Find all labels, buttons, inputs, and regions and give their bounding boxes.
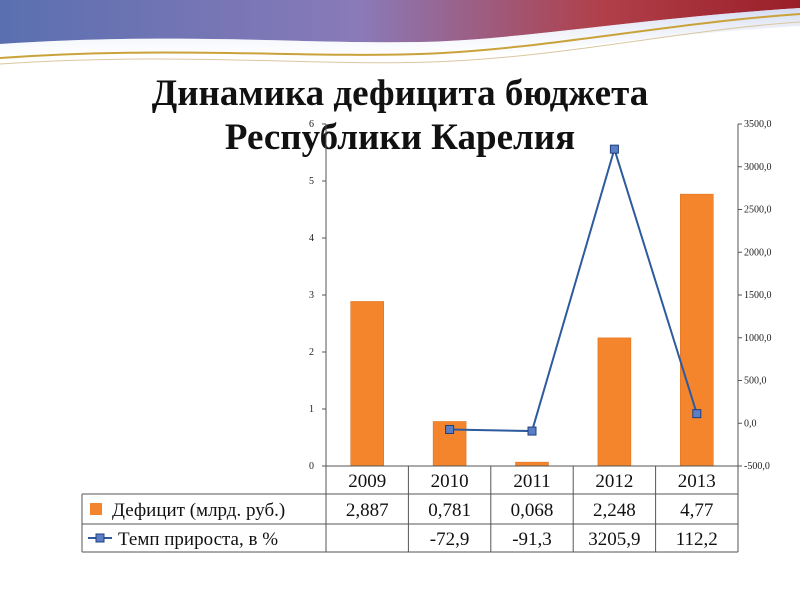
deficit-bar <box>597 337 632 467</box>
data-table: 2009 2010 2011 2012 2013 Дефицит (млрд. руб.)… <box>81 465 739 553</box>
growth-rate-point <box>527 426 537 436</box>
right-axis-tick-label: 3500,0 <box>744 119 772 130</box>
deficit-bar <box>515 461 549 467</box>
deficit-bar <box>350 301 384 467</box>
growth-value-label: -72,9 <box>430 529 470 550</box>
legend-bar-swatch <box>90 503 102 515</box>
left-axis-tick-label: 0 <box>309 461 314 472</box>
deficit-value-label: 2,248 <box>593 500 636 521</box>
slide-title: Динамика дефицита бюджета Республики Кар… <box>60 72 740 160</box>
header-wave-decoration <box>0 0 800 66</box>
category-label: 2013 <box>678 471 716 492</box>
legend-line-marker <box>95 533 105 543</box>
left-axis-tick-label: 4 <box>309 233 314 244</box>
deficit-value-label: 4,77 <box>680 500 713 521</box>
category-label: 2012 <box>595 471 633 492</box>
category-label: 2011 <box>513 471 550 492</box>
deficit-value-label: 0,068 <box>511 500 554 521</box>
growth-value-label: 112,2 <box>676 529 718 550</box>
title-line-2: Республики Карелия <box>224 117 576 158</box>
left-axis-tick-label: 3 <box>309 290 314 301</box>
deficit-value-label: 0,781 <box>428 500 471 521</box>
left-axis-tick-label: 2 <box>309 347 314 358</box>
legend-deficit-label: Дефицит (млрд. руб.) <box>112 500 285 521</box>
left-axis-tick-label: 6 <box>309 119 314 130</box>
right-axis-tick-label: 0,0 <box>744 418 757 429</box>
left-axis-tick-label: 5 <box>309 176 314 187</box>
right-axis-tick-label: 500,0 <box>744 376 767 387</box>
category-label: 2010 <box>431 471 469 492</box>
legend-growth-label: Темп прироста, в % <box>118 529 278 550</box>
left-axis-tick-label: 1 <box>309 404 314 415</box>
growth-rate-point <box>445 424 455 434</box>
right-axis-tick-label: 2000,0 <box>744 247 772 258</box>
title-line-1: Динамика дефицита бюджета <box>151 73 649 114</box>
right-axis-tick-label: 2500,0 <box>744 205 772 216</box>
right-axis-tick-label: 1500,0 <box>744 290 772 301</box>
deficit-value-label: 2,887 <box>346 500 389 521</box>
growth-value-label: -91,3 <box>512 529 552 550</box>
deficit-bar <box>680 193 714 467</box>
category-label: 2009 <box>348 471 386 492</box>
plot-area: 0 1 2 3 4 5 6 -500,0 0,0 500,0 1000,0 1500,0 2000,0 2… <box>309 119 772 472</box>
right-axis-tick-label: 3000,0 <box>744 162 772 173</box>
growth-value-label: 3205,9 <box>588 529 640 550</box>
growth-rate-point <box>692 409 702 419</box>
right-axis-tick-label: -500,0 <box>744 461 770 472</box>
growth-rate-point <box>609 144 619 154</box>
growth-rate-line <box>449 145 698 433</box>
right-axis-tick-label: 1000,0 <box>744 333 772 344</box>
